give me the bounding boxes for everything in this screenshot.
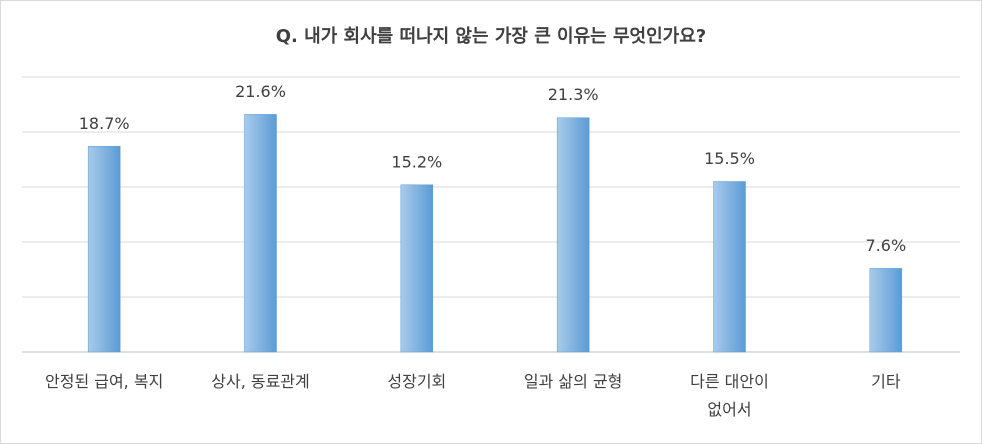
bar [556,117,590,353]
value-label: 21.3% [548,85,599,104]
value-label: 7.6% [866,236,907,255]
value-label: 18.7% [79,114,130,133]
value-label: 15.5% [704,149,755,168]
x-tick-label: 기타 [871,372,901,391]
value-label: 21.6% [235,82,286,101]
bar [400,184,434,353]
bar [713,181,746,353]
x-tick-label: 안정된 급여, 복지 [45,372,164,391]
chart-title: Q. 내가 회사를 떠나지 않는 가장 큰 이유는 무엇인가요? [276,26,706,47]
value-label: 15.2% [391,152,442,171]
bar [244,114,277,353]
x-tick-label: 일과 삶의 균형 [523,372,623,391]
x-tick-label: 다른 대안이 없어서 [690,372,769,419]
bar [87,146,121,353]
x-tick-label: 성장기회 [387,372,447,391]
x-tick-label: 상사, 동료관계 [211,372,310,391]
bar [869,268,903,353]
